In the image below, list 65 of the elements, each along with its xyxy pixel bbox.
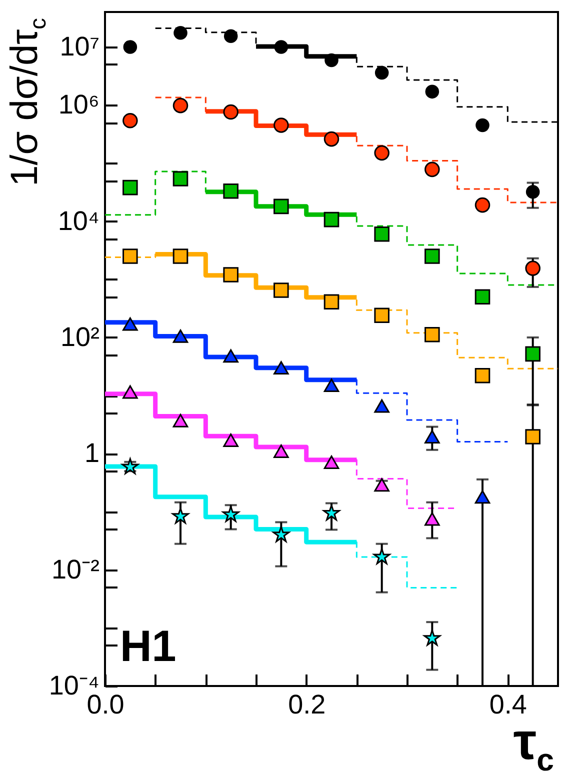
point — [525, 346, 540, 362]
point — [324, 53, 338, 68]
point — [274, 444, 289, 458]
point — [223, 104, 238, 120]
point — [424, 630, 441, 646]
point — [474, 490, 490, 504]
point — [525, 260, 540, 276]
point — [122, 385, 138, 399]
point — [425, 84, 440, 99]
point — [424, 162, 440, 178]
point — [274, 361, 289, 375]
point — [374, 226, 390, 242]
point — [174, 26, 188, 40]
point — [324, 456, 340, 469]
point — [424, 326, 440, 342]
point — [274, 198, 289, 214]
point — [274, 40, 288, 54]
point — [374, 478, 390, 492]
point — [374, 308, 390, 323]
point — [374, 145, 390, 161]
point — [324, 378, 340, 392]
y-tick-label: 10⁴ — [58, 206, 100, 236]
point — [223, 183, 238, 199]
y-tick-label: 10⁶ — [58, 90, 100, 120]
point — [525, 429, 540, 444]
point — [223, 267, 238, 282]
point — [374, 66, 389, 80]
y-tick-label: 10² — [60, 322, 100, 352]
point — [172, 171, 188, 186]
point — [172, 98, 188, 114]
point — [374, 399, 390, 413]
point — [424, 248, 440, 264]
point — [222, 506, 240, 522]
point — [123, 40, 138, 54]
point — [122, 180, 138, 196]
point — [274, 118, 289, 133]
point — [474, 197, 490, 213]
point — [424, 512, 440, 526]
point — [172, 248, 188, 264]
point — [172, 414, 188, 428]
point — [373, 548, 390, 564]
point — [122, 112, 138, 128]
point — [474, 368, 490, 384]
point — [474, 289, 490, 304]
point — [526, 185, 540, 199]
point — [324, 212, 340, 228]
point — [172, 329, 188, 343]
point — [223, 434, 238, 447]
annotation: H1 — [120, 622, 176, 672]
point — [172, 508, 189, 524]
x-tick-label: 0.2 — [288, 690, 326, 720]
point — [122, 248, 138, 264]
y-tick-label: 10⁷ — [60, 31, 100, 62]
point — [272, 526, 290, 542]
y-tick-label: 10⁻² — [51, 554, 100, 584]
point — [122, 317, 138, 331]
point — [224, 29, 238, 43]
point — [223, 349, 238, 363]
point — [476, 118, 490, 132]
point — [274, 282, 289, 298]
point — [324, 131, 340, 147]
y-tick-label: 1 — [84, 438, 100, 468]
point — [424, 430, 440, 444]
point — [323, 504, 340, 521]
point — [324, 294, 340, 310]
